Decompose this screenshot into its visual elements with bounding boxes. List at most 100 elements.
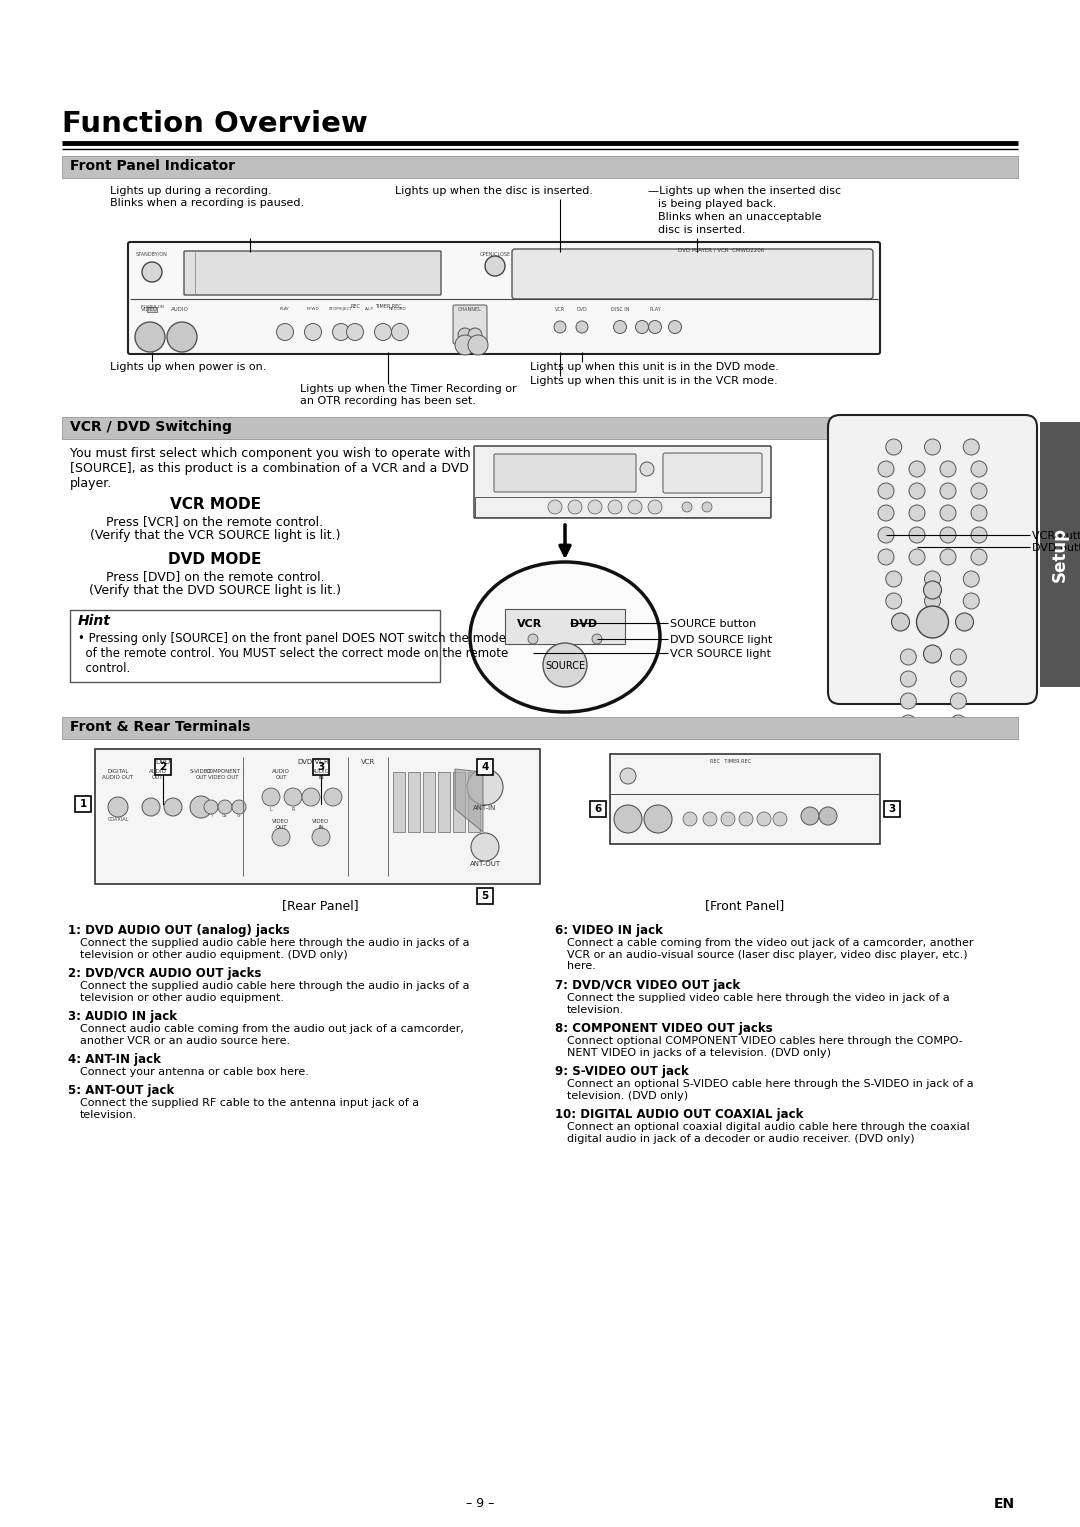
- Text: F.FWD: F.FWD: [307, 307, 320, 312]
- Text: CHANNEL: CHANNEL: [458, 307, 482, 312]
- Circle shape: [681, 502, 692, 512]
- Text: 6: VIDEO IN jack: 6: VIDEO IN jack: [555, 924, 663, 938]
- Circle shape: [886, 592, 902, 609]
- Circle shape: [276, 324, 294, 341]
- Text: Hint: Hint: [78, 614, 111, 628]
- FancyBboxPatch shape: [129, 241, 880, 354]
- Circle shape: [886, 571, 902, 586]
- Text: RECORD: RECORD: [388, 307, 406, 312]
- Circle shape: [963, 592, 980, 609]
- Text: Connect a cable coming from the video out jack of a camcorder, another
VCR or an: Connect a cable coming from the video ou…: [567, 938, 973, 971]
- Text: DVD/VCR: DVD/VCR: [297, 759, 329, 765]
- Text: Press [VCR] on the remote control.: Press [VCR] on the remote control.: [107, 515, 324, 528]
- Circle shape: [963, 571, 980, 586]
- Circle shape: [108, 797, 129, 817]
- FancyBboxPatch shape: [494, 454, 636, 492]
- Bar: [438, 773, 450, 832]
- Text: Connect the supplied video cable here through the video in jack of a
television.: Connect the supplied video cable here th…: [567, 993, 949, 1014]
- Bar: [408, 773, 420, 832]
- Circle shape: [302, 788, 320, 806]
- Circle shape: [391, 324, 408, 341]
- Text: is being played back.: is being played back.: [658, 199, 777, 209]
- Text: You must first select which component you wish to operate with
[SOURCE], as this: You must first select which component yo…: [70, 447, 471, 490]
- Text: Connect an optional coaxial digital audio cable here through the coaxial
digital: Connect an optional coaxial digital audi…: [567, 1122, 970, 1144]
- Circle shape: [627, 499, 642, 515]
- Text: Y: Y: [210, 814, 213, 818]
- Bar: [885, 802, 900, 817]
- Text: VCR: VCR: [361, 759, 375, 765]
- Text: VCR: VCR: [517, 618, 542, 629]
- Circle shape: [909, 550, 924, 565]
- Text: DVD: DVD: [570, 618, 597, 629]
- Text: VCR MODE: VCR MODE: [170, 496, 260, 512]
- Circle shape: [878, 461, 894, 476]
- Circle shape: [909, 505, 924, 521]
- Text: REC   TIMER REC: REC TIMER REC: [710, 759, 751, 764]
- Circle shape: [878, 483, 894, 499]
- Text: PLAY: PLAY: [649, 307, 661, 312]
- Circle shape: [924, 592, 941, 609]
- Text: Lights up when this unit is in the VCR mode.: Lights up when this unit is in the VCR m…: [530, 376, 778, 386]
- Circle shape: [819, 806, 837, 825]
- Circle shape: [940, 505, 956, 521]
- Text: VCR: VCR: [555, 307, 565, 312]
- Circle shape: [950, 670, 967, 687]
- Bar: [95, 750, 540, 884]
- Text: REC: REC: [350, 304, 360, 308]
- Text: (Verify that the DVD SOURCE light is lit.): (Verify that the DVD SOURCE light is lit…: [89, 583, 341, 597]
- Bar: [75, 796, 91, 812]
- Circle shape: [924, 571, 941, 586]
- Text: 4: ANT-IN jack: 4: ANT-IN jack: [68, 1054, 161, 1066]
- Text: VIDEO
IN: VIDEO IN: [312, 818, 329, 829]
- Text: DVD button: DVD button: [1032, 544, 1080, 553]
- Circle shape: [620, 768, 636, 783]
- Circle shape: [950, 715, 967, 731]
- Circle shape: [878, 505, 894, 521]
- Bar: [423, 773, 435, 832]
- Bar: [468, 773, 480, 832]
- Text: VCR SOURCE light: VCR SOURCE light: [670, 649, 771, 660]
- Circle shape: [901, 693, 916, 709]
- Text: 1: DVD AUDIO OUT (analog) jacks: 1: DVD AUDIO OUT (analog) jacks: [68, 924, 289, 938]
- Circle shape: [648, 321, 661, 333]
- Text: 3: 3: [318, 762, 325, 773]
- Text: R: R: [292, 806, 295, 812]
- Circle shape: [548, 499, 562, 515]
- Circle shape: [963, 438, 980, 455]
- Circle shape: [773, 812, 787, 826]
- Circle shape: [909, 527, 924, 544]
- Text: 4: 4: [482, 762, 488, 773]
- Circle shape: [468, 334, 488, 354]
- Bar: [70, 609, 440, 683]
- Circle shape: [971, 461, 987, 476]
- FancyBboxPatch shape: [184, 250, 441, 295]
- Circle shape: [901, 670, 916, 687]
- Circle shape: [543, 643, 588, 687]
- Text: 6: 6: [594, 805, 602, 814]
- Circle shape: [312, 828, 330, 846]
- Circle shape: [950, 649, 967, 664]
- Text: EN: EN: [994, 1496, 1015, 1512]
- Circle shape: [940, 483, 956, 499]
- Circle shape: [528, 634, 538, 644]
- Text: 8: COMPONENT VIDEO OUT jacks: 8: COMPONENT VIDEO OUT jacks: [555, 1022, 772, 1035]
- Text: Connect optional COMPONENT VIDEO cables here through the COMPO-
NENT VIDEO in ja: Connect optional COMPONENT VIDEO cables …: [567, 1035, 962, 1058]
- Text: AUDIO
OUT: AUDIO OUT: [272, 770, 289, 780]
- Text: VCR button: VCR button: [1032, 531, 1080, 541]
- Text: DVD PLAYER / VCR  CMWD2206: DVD PLAYER / VCR CMWD2206: [678, 247, 765, 252]
- Circle shape: [272, 828, 291, 846]
- Circle shape: [909, 483, 924, 499]
- Circle shape: [592, 634, 602, 644]
- Bar: [475, 496, 770, 518]
- Text: DVD MODE: DVD MODE: [168, 551, 261, 567]
- Text: SOURCE: SOURCE: [545, 661, 585, 670]
- Circle shape: [924, 438, 941, 455]
- Bar: [62, 417, 1018, 438]
- Bar: [590, 802, 606, 817]
- Circle shape: [640, 463, 654, 476]
- Text: Connect the supplied audio cable here through the audio in jacks of a
television: Connect the supplied audio cable here th…: [80, 980, 470, 1003]
- Text: PLAY: PLAY: [280, 307, 289, 312]
- Circle shape: [471, 834, 499, 861]
- Text: DVD: DVD: [156, 759, 171, 765]
- Circle shape: [141, 263, 162, 282]
